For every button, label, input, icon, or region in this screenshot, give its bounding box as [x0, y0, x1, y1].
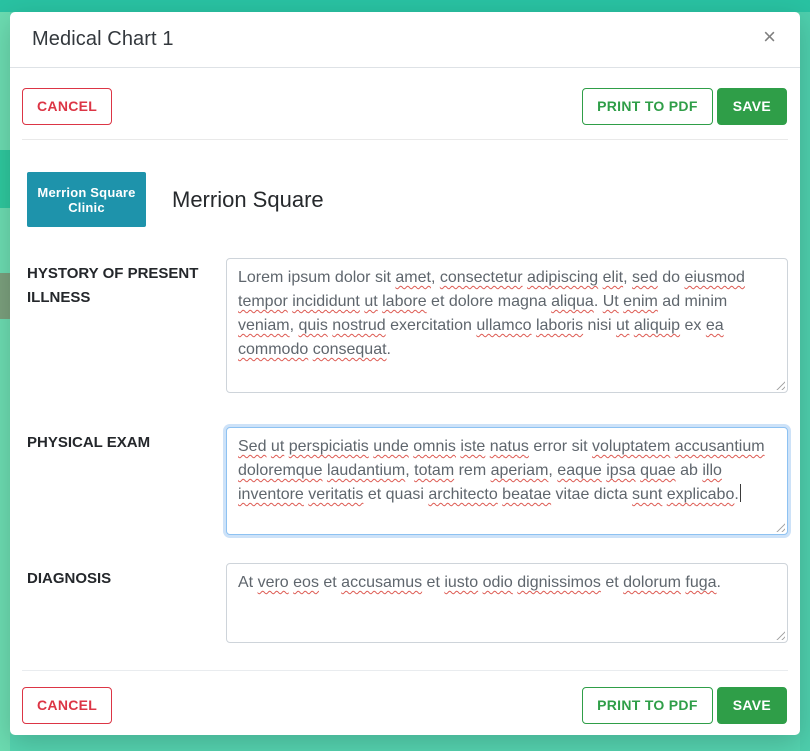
resize-handle-icon[interactable]	[774, 521, 785, 532]
misspelled-word: iusto	[444, 574, 479, 591]
field-row-diagnosis: DIAGNOSIS At vero eos et accusamus et iu…	[27, 563, 788, 643]
clinic-row: Merrion Square Clinic Merrion Square	[27, 172, 788, 227]
clinic-logo-line1: Merrion Square	[37, 184, 136, 200]
page-background-block-olive	[0, 273, 10, 319]
print-to-pdf-button-top[interactable]: PRINT TO PDF	[582, 88, 713, 125]
misspelled-word: eos	[293, 574, 319, 591]
page-background-right	[800, 12, 810, 751]
misspelled-word: ut	[270, 438, 285, 455]
page-background-block-teal	[0, 150, 10, 208]
misspelled-word: totam	[414, 462, 455, 479]
misspelled-word: voluptatem	[592, 438, 671, 455]
misspelled-word: architecto	[428, 486, 498, 503]
page-background-topbar	[0, 0, 810, 12]
footer-divider	[22, 670, 788, 671]
clinic-logo-line2: Clinic	[68, 199, 105, 215]
misspelled-word: ullamco	[476, 317, 532, 334]
physical-exam-textarea[interactable]: Sed ut perspiciatis unde omnis iste natu…	[226, 427, 788, 535]
misspelled-word: laboris	[535, 317, 584, 334]
misspelled-word: Ut	[602, 293, 619, 310]
field-label-diagnosis: DIAGNOSIS	[27, 570, 112, 587]
misspelled-word: amet	[395, 269, 431, 286]
misspelled-word: adipiscing	[527, 269, 599, 286]
close-icon[interactable]: ×	[753, 20, 786, 54]
misspelled-word: consequat	[312, 341, 387, 358]
top-right-button-group: PRINT TO PDF SAVE	[582, 88, 787, 125]
misspelled-word: aperiam	[490, 462, 549, 479]
misspelled-word: inventore	[238, 486, 304, 503]
modal-content: Merrion Square Clinic Merrion Square HYS…	[10, 172, 800, 643]
print-to-pdf-button-bottom[interactable]: PRINT TO PDF	[582, 687, 713, 724]
misspelled-word: aliquip	[633, 317, 681, 334]
text-cursor	[739, 484, 741, 502]
misspelled-word: elit	[602, 269, 624, 286]
misspelled-word: Sed	[238, 438, 267, 455]
misspelled-word: explicabo	[666, 486, 735, 503]
misspelled-word: sunt	[632, 486, 663, 503]
misspelled-word: eiusmod	[684, 269, 745, 286]
misspelled-word: aliqua	[551, 293, 594, 310]
diagnosis-textarea[interactable]: At vero eos et accusamus et iusto odio d…	[226, 563, 788, 643]
misspelled-word: odio	[482, 574, 513, 591]
misspelled-word: quis	[298, 317, 328, 334]
misspelled-word: tempor	[238, 293, 288, 310]
save-button-top[interactable]: SAVE	[716, 88, 787, 125]
field-row-history: HYSTORY OF PRESENT ILLNESS Lorem ipsum d…	[27, 258, 788, 393]
misspelled-word: veniam	[238, 317, 290, 334]
misspelled-word: ea	[705, 317, 724, 334]
misspelled-word: veritatis	[308, 486, 364, 503]
field-label-history: HYSTORY OF PRESENT ILLNESS	[27, 265, 199, 306]
misspelled-word: ut	[616, 317, 630, 334]
misspelled-word: fuga	[685, 574, 717, 591]
cancel-button-top[interactable]: CANCEL	[22, 88, 113, 125]
clinic-logo: Merrion Square Clinic	[27, 172, 146, 227]
textarea-text: Sed ut perspiciatis unde omnis iste natu…	[238, 438, 765, 503]
bottom-right-button-group: PRINT TO PDF SAVE	[582, 687, 787, 724]
misspelled-word: labore	[382, 293, 427, 310]
misspelled-word: laudantium	[326, 462, 406, 479]
resize-handle-icon[interactable]	[774, 629, 785, 640]
misspelled-word: beatae	[502, 486, 552, 503]
misspelled-word: sed	[631, 269, 658, 286]
misspelled-word: incididunt	[292, 293, 360, 310]
misspelled-word: iste	[460, 438, 486, 455]
bottom-button-row: CANCEL PRINT TO PDF SAVE	[10, 687, 800, 724]
textarea-text: Lorem ipsum dolor sit amet, consectetur …	[238, 269, 745, 358]
textarea-text: At vero eos et accusamus et iusto odio d…	[238, 574, 721, 591]
toolbar-divider	[22, 139, 788, 140]
field-label-physical-exam: PHYSICAL EXAM	[27, 434, 151, 451]
misspelled-word: enim	[623, 293, 658, 310]
misspelled-word: illo	[702, 462, 722, 479]
misspelled-word: consectetur	[439, 269, 523, 286]
misspelled-word: unde	[373, 438, 409, 455]
modal-header: Medical Chart 1 ×	[10, 12, 800, 68]
misspelled-word: eaque	[557, 462, 602, 479]
history-of-present-illness-textarea[interactable]: Lorem ipsum dolor sit amet, consectetur …	[226, 258, 788, 393]
medical-chart-modal: Medical Chart 1 × CANCEL PRINT TO PDF SA…	[10, 12, 800, 735]
resize-handle-icon[interactable]	[774, 379, 785, 390]
field-row-physical-exam: PHYSICAL EXAM Sed ut perspiciatis unde o…	[27, 427, 788, 535]
misspelled-word: accusantium	[674, 438, 765, 455]
clinic-name: Merrion Square	[172, 186, 324, 212]
misspelled-word: commodo	[238, 341, 309, 358]
misspelled-word: natus	[489, 438, 529, 455]
misspelled-word: ipsa	[606, 462, 636, 479]
misspelled-word: omnis	[413, 438, 456, 455]
misspelled-word: ut	[364, 293, 378, 310]
misspelled-word: accusamus	[341, 574, 423, 591]
misspelled-word: doloremque	[238, 462, 323, 479]
misspelled-word: dignissimos	[517, 574, 601, 591]
misspelled-word: nostrud	[332, 317, 386, 334]
cancel-button-bottom[interactable]: CANCEL	[22, 687, 113, 724]
misspelled-word: dolorum	[623, 574, 681, 591]
page-background-left	[0, 12, 10, 751]
misspelled-word: perspiciatis	[288, 438, 369, 455]
page-background-bottom	[10, 735, 800, 751]
save-button-bottom[interactable]: SAVE	[716, 687, 787, 724]
modal-title: Medical Chart 1	[32, 28, 174, 50]
misspelled-word: vero	[257, 574, 289, 591]
misspelled-word: quae	[640, 462, 676, 479]
top-button-row: CANCEL PRINT TO PDF SAVE	[10, 88, 800, 125]
